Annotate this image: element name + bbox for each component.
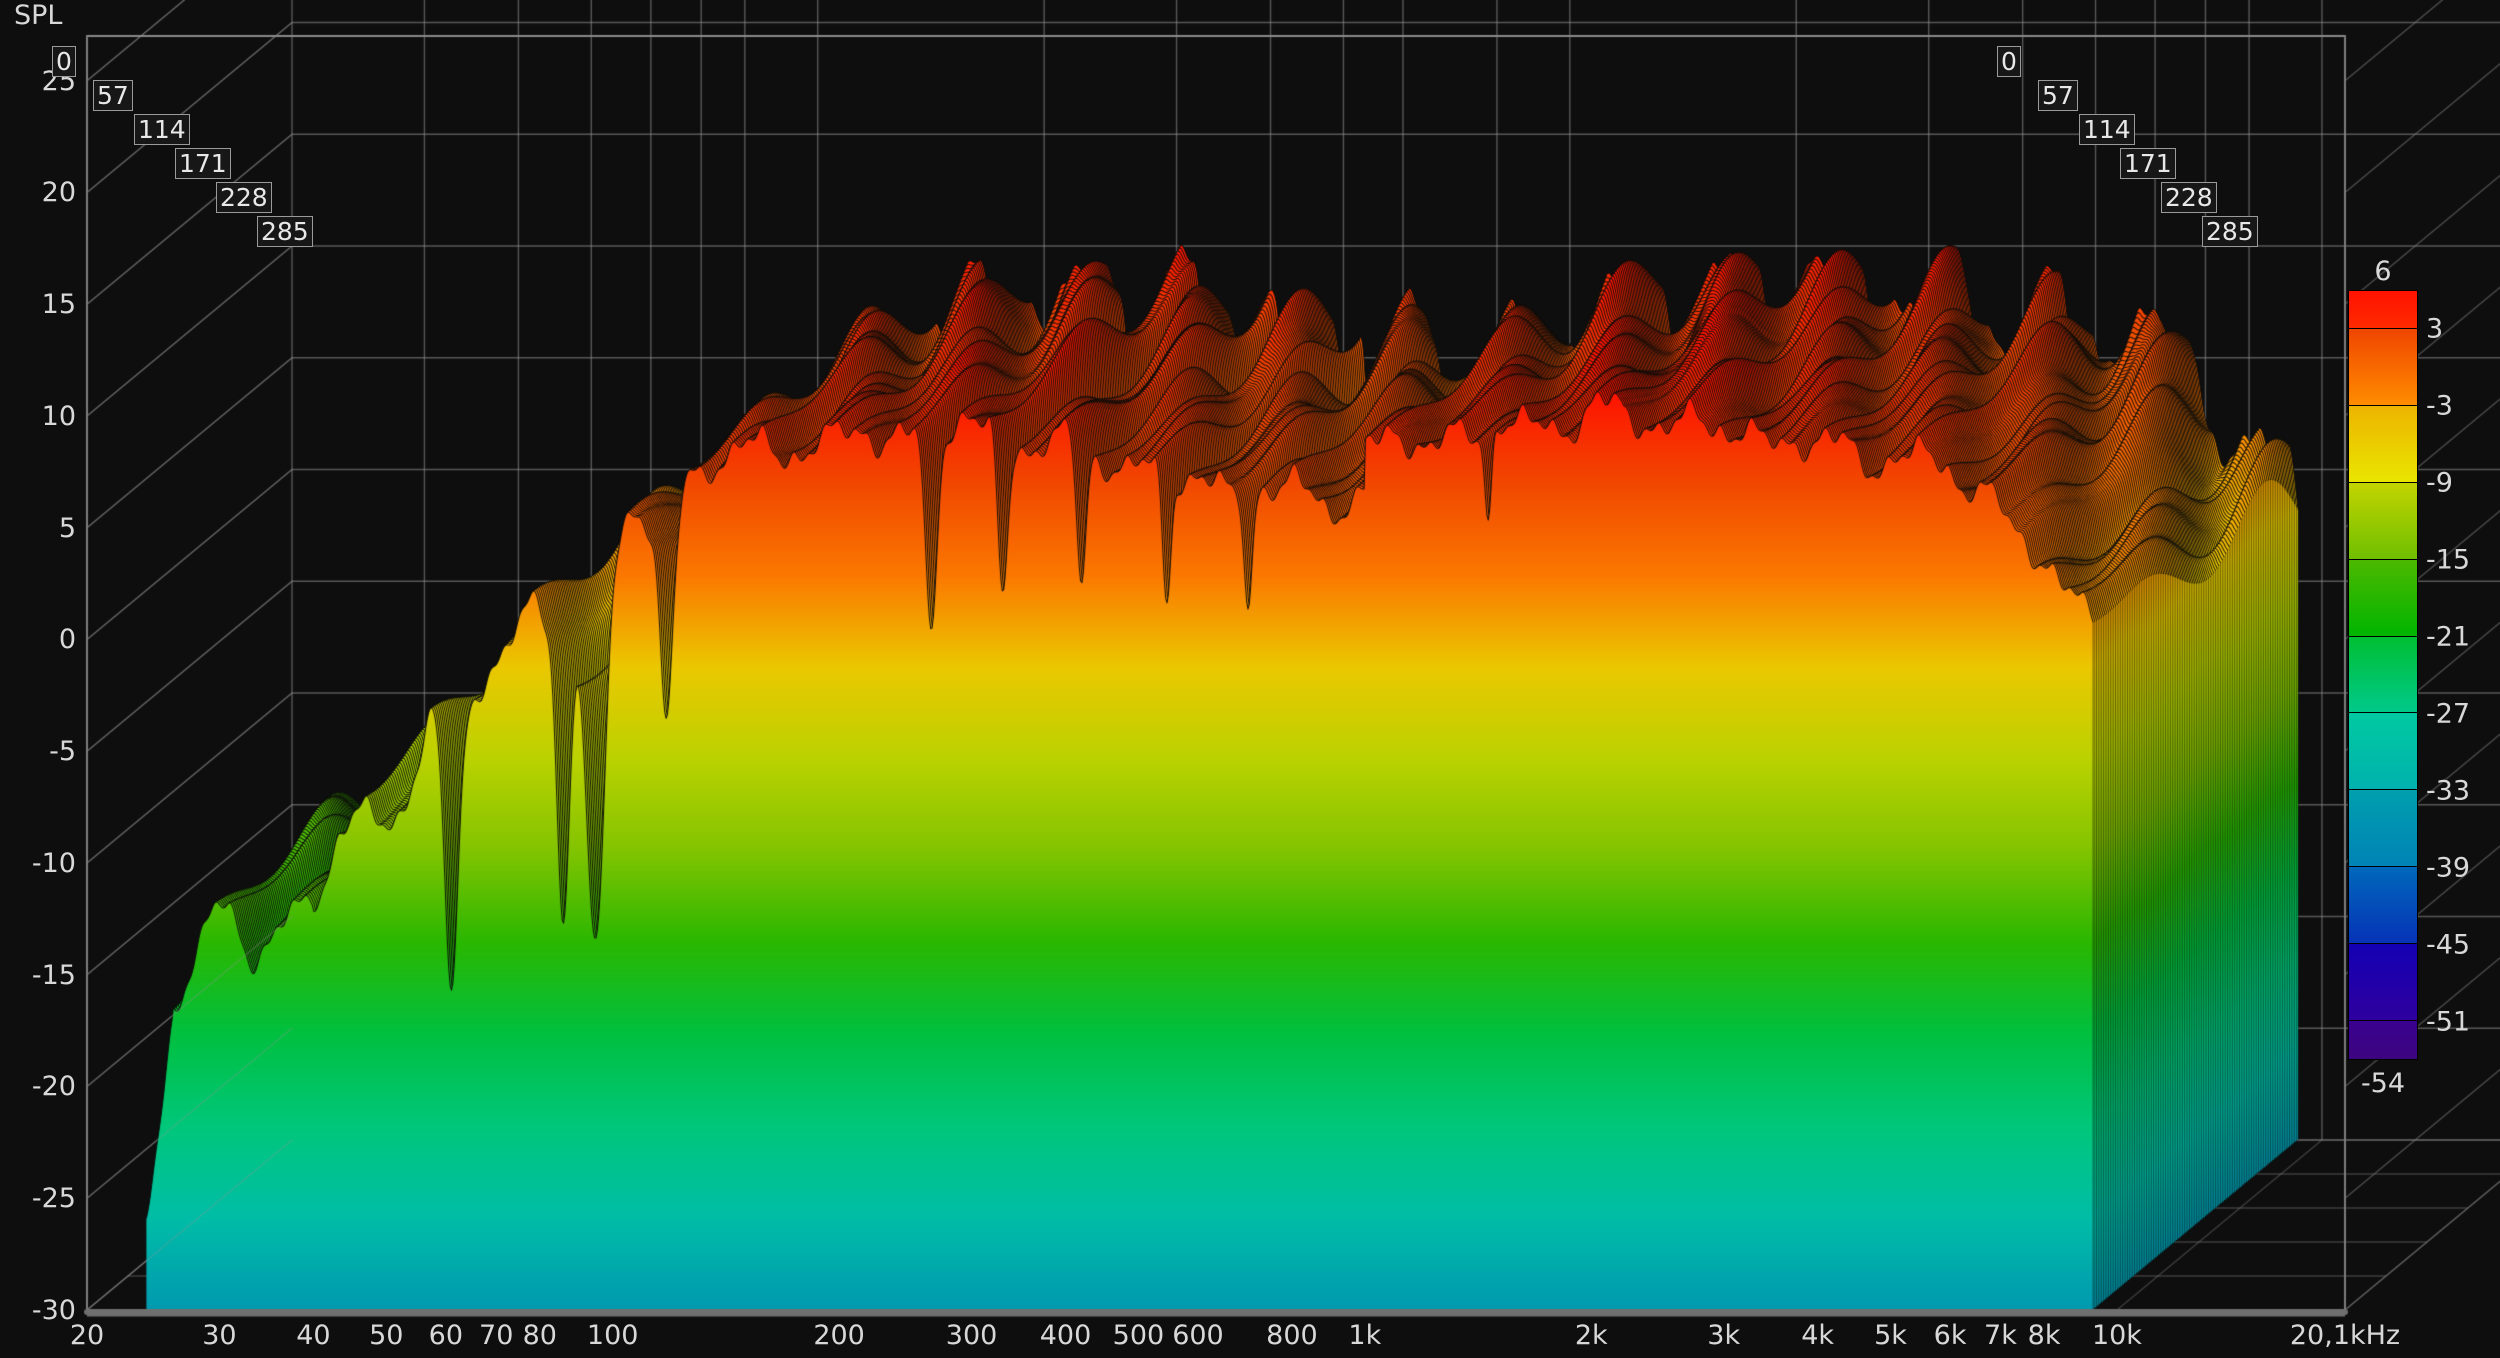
colorbar-segment [2349,329,2417,407]
y-axis-tick-label: -20 [31,1071,76,1103]
x-axis-tick-label: 600 [1172,1320,1224,1351]
colorbar-tick-label: -27 [2426,698,2471,729]
x-axis-tick-label: 6k [1933,1320,1967,1351]
time-slice-label: 171 [2120,148,2176,179]
time-slice-label: 0 [52,46,76,77]
colorbar-segment [2349,1020,2417,1059]
x-axis-tick-label: 40 [296,1320,331,1351]
y-axis-tick-label: -30 [31,1295,76,1326]
colorbar-top-label: 6 [2374,256,2392,287]
colorbar-tick-label: -21 [2426,621,2471,652]
colorbar-tick-label: -39 [2426,852,2471,883]
colorbar-tick-label: -15 [2426,544,2471,575]
x-axis-tick-label: 70 [479,1320,514,1351]
x-axis-tick-label: 5k [1874,1320,1907,1351]
y-axis-tick-label: 20 [41,177,76,209]
x-axis-tick-label: 30 [202,1320,237,1351]
colorbar-segment [2349,291,2417,330]
x-axis-tick-label: 4k [1801,1320,1835,1351]
time-slice-label: 171 [175,148,231,179]
colorbar-segment [2349,943,2417,1021]
colorbar-segment [2349,790,2417,867]
y-axis-tick-label: 15 [41,289,76,321]
colorbar-segment [2349,406,2417,483]
x-axis-tick-label: 2k [1574,1320,1608,1351]
colorbar-bottom-label: -54 [2360,1068,2406,1099]
x-axis-tick-label: 500 [1112,1320,1165,1351]
y-axis-tick-label: 10 [41,400,76,432]
x-axis-tick-label: 3k [1707,1320,1741,1351]
colorbar-tick-label: 3 [2426,313,2444,344]
x-axis-tick-label: 20,1kHz [2289,1320,2401,1351]
time-slice-label: 228 [216,182,272,213]
y-axis-tick-label: -15 [31,959,76,991]
time-slice-label: 114 [2079,114,2135,145]
colorbar-tick-label: -33 [2426,775,2471,806]
colorbar-segment [2349,866,2417,944]
x-axis-tick-label: 200 [813,1320,865,1351]
x-axis-tick-label: 80 [522,1320,557,1351]
x-axis-tick-label: 7k [1984,1320,2017,1351]
colorbar-segment [2349,559,2417,637]
colorbar-segment [2349,636,2417,714]
x-axis-tick-label: 300 [945,1320,998,1351]
time-slice-label: 285 [2202,216,2258,247]
x-axis-tick-label: 10k [2091,1320,2142,1351]
x-axis-tick-label: 100 [586,1320,639,1351]
x-axis-tick-label: 400 [1039,1320,1092,1351]
time-slice-label: 57 [93,80,133,111]
y-axis-tick-label: -10 [31,847,76,879]
x-axis-tick-label: 8k [2027,1320,2061,1351]
x-axis-tick-label: 1k [1348,1320,1382,1351]
colorbar-tick-label: -51 [2426,1006,2471,1037]
colorbar-tick-label: -9 [2426,467,2453,498]
time-slice-label: 228 [2161,182,2217,213]
time-slice-label: 285 [257,216,313,247]
y-axis-tick-label: 0 [58,624,76,656]
y-axis-tick-label: -5 [49,736,76,768]
colorbar-tick-label: -45 [2426,929,2471,960]
colorbar-tick-label: -3 [2426,390,2453,421]
y-axis-title: SPL [14,0,63,31]
colorbar-segment [2349,713,2417,791]
time-slice-label: 0 [1997,46,2021,77]
time-slice-label: 114 [134,114,190,145]
y-axis-tick-label: -25 [31,1183,76,1215]
time-slice-label: 57 [2038,80,2078,111]
colorbar[interactable] [2348,290,2418,1060]
colorbar-segment [2349,482,2417,560]
x-axis-tick-label: 60 [428,1320,464,1351]
y-axis-tick-label: 5 [58,512,76,544]
x-axis-tick-label: 50 [369,1320,404,1351]
x-axis-tick-label: 800 [1266,1320,1318,1351]
x-axis-tick-label: 20 [69,1320,105,1351]
